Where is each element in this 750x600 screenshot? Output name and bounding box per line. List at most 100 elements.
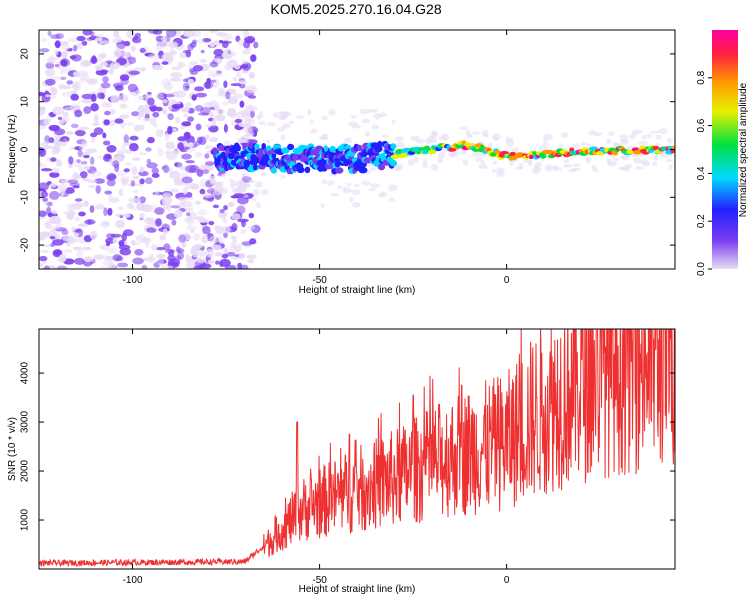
spectrogram-noise-blob [157,147,164,157]
spectrogram-noise-blob [110,94,120,104]
spectrogram-noise-blob [87,179,97,184]
spectrogram-signal-blob [334,160,341,168]
spectrogram-noise-blob [133,124,141,132]
spectrogram-noise-blob [247,259,255,264]
colorbar: 0.0 0.2 0.4 0.6 0.8 Normalized spectral ampl… [696,30,749,276]
spectrogram-halo-blob [481,129,489,137]
spectrogram-noise-blob [223,232,228,238]
spectrogram-noise-blob [71,158,83,168]
spectrogram-halo-blob [431,130,439,137]
spectrogram-noise-blob [237,80,247,85]
spectrogram-noise-blob [42,197,48,202]
spectrogram-halo-blob [212,189,223,196]
spectrogram-halo-blob [353,183,360,188]
spectrogram-noise-blob [100,82,111,89]
spectrogram-noise-blob [112,254,122,262]
spectrogram-noise-blob [185,49,192,58]
spectrogram-noise-blob [221,253,229,259]
spectrogram-halo-blob [326,180,335,186]
spectrogram-noise-blob [194,151,203,158]
spectrogram-halo-blob [640,134,647,140]
spectrogram-halo-blob [652,161,658,166]
spectrogram-noise-blob [58,138,67,142]
spectrogram-noise-blob [47,30,52,36]
spectrogram-noise-blob [111,38,123,44]
spectrogram-noise-blob [107,207,113,216]
colorbar-label: Normalized spectral amplitude [738,82,749,217]
spectrogram-noise-blob [68,37,80,43]
spectrogram-noise-blob [94,37,103,42]
spectrogram-halo-blob [261,188,269,196]
spectrogram-signal-blob [427,149,437,155]
spectrogram-noise-blob [175,116,181,124]
spectrogram-noise-blob [139,166,144,173]
spectrogram-noise-blob [144,52,155,57]
spectrogram-noise-blob [131,111,140,117]
spectrogram-noise-blob [214,252,224,257]
spectrogram-noise-blob [95,204,105,210]
spectrogram-halo-blob [487,142,493,149]
spectrogram-noise-blob [108,197,120,204]
spectrogram-noise-blob [169,77,182,82]
spectrogram-noise-blob [62,85,71,90]
colorbar-tick-label: 0.2 [696,214,707,228]
spectrogram-noise-blob [83,200,89,207]
spectrogram-noise-blob [230,83,242,87]
spectrogram-noise-blob [81,99,93,104]
spectrogram-noise-blob [168,258,180,267]
spectrogram-noise-blob [126,202,134,209]
spectrogram-halo-blob [422,158,428,166]
snr-ylabel: SNR (10 * v/v) [7,417,18,481]
spectrogram-xtick-label: -100 [123,275,143,286]
spectrogram-halo-blob [588,130,597,136]
spectrogram-noise-blob [190,60,198,66]
spectrogram-halo-blob [258,121,266,126]
spectrogram-noise-blob [119,74,130,81]
spectrogram-halo-blob [613,157,619,162]
spectrogram-noise-blob [92,122,101,126]
spectrogram-noise-blob [189,70,198,75]
spectrogram-noise-blob [240,64,249,69]
spectrogram-halo-blob [619,134,629,140]
spectrogram-noise-blob [186,261,196,269]
snr-xlabel: Height of straight line (km) [299,584,416,595]
spectrogram-noise-blob [223,205,228,211]
spectrogram-noise-blob [167,102,173,111]
spectrogram-noise-blob [46,202,53,207]
spectrogram-halo-blob [465,130,471,136]
spectrogram-noise-blob [249,110,255,118]
spectrogram-halo-blob [218,181,224,188]
spectrogram-noise-blob [60,76,67,81]
spectrogram-halo-blob [366,163,373,168]
spectrogram-signal-blob [390,143,397,150]
spectrogram-noise-blob [98,40,104,45]
spectrogram-halo-blob [307,109,312,116]
spectrogram-noise-blob [246,37,254,44]
spectrogram-noise-blob [201,235,209,244]
spectrogram-signal-blob [358,167,368,174]
spectrogram-noise-blob [128,56,137,64]
spectrogram-halo-blob [572,143,580,149]
spectrogram-noise-blob [67,210,76,217]
spectrogram-noise-blob [52,106,65,116]
spectrogram-halo-blob [472,151,481,158]
spectrogram-noise-blob [61,118,69,123]
spectrogram-noise-blob [81,93,94,100]
spectrogram-noise-blob [214,104,220,111]
spectrogram-halo-blob [431,136,437,144]
spectrogram-noise-blob [49,236,56,240]
spectrogram-noise-blob [40,250,50,253]
spectrogram-noise-blob [240,264,249,269]
spectrogram-noise-blob [103,207,108,217]
spectrogram-noise-blob [53,249,62,256]
spectrogram-noise-blob [222,217,227,224]
spectrogram-noise-blob [155,92,165,100]
spectrogram-xlabel: Height of straight line (km) [299,285,416,296]
spectrogram-noise-blob [166,30,177,38]
spectrogram-noise-blob [150,244,158,251]
spectrogram-noise-blob [57,116,63,120]
spectrogram-noise-blob [223,248,229,253]
spectrogram-halo-blob [272,111,279,119]
spectrogram-halo-blob [638,140,648,147]
spectrogram-noise-blob [39,91,45,97]
